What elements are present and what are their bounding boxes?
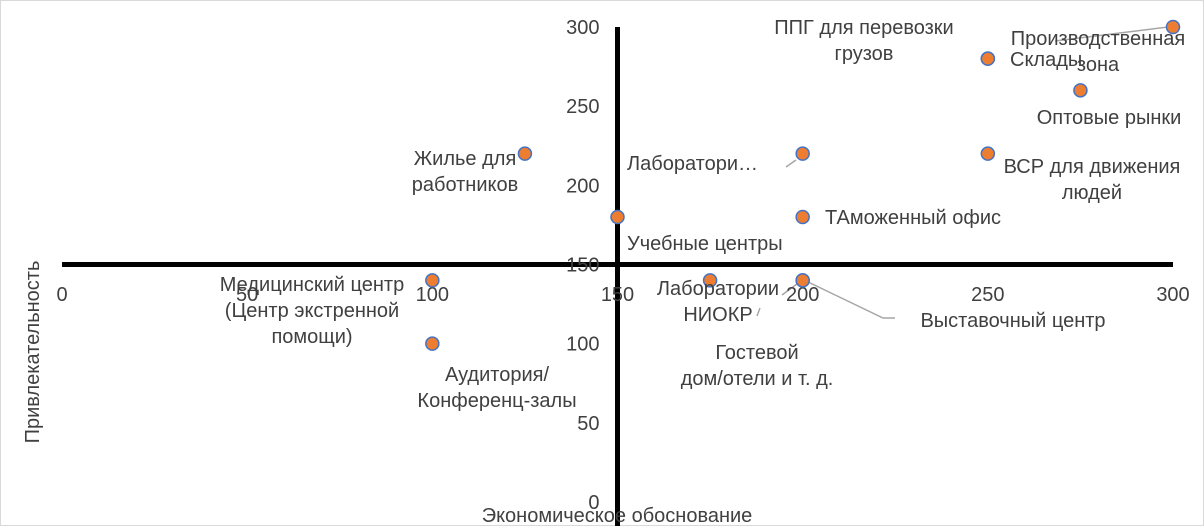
- y-tick-label: 100: [566, 334, 599, 356]
- point-label: Производственная зона: [1011, 28, 1185, 76]
- label-leader-line: [1054, 26, 1169, 42]
- y-axis-title: Привлекательность: [22, 261, 44, 444]
- x-axis-title: Экономическое обоснование: [482, 505, 753, 526]
- data-points: [425, 19, 1181, 351]
- x-tick-label: 50: [236, 284, 258, 306]
- data-point: [980, 146, 996, 161]
- point-label: ППГ для перевозки грузов: [774, 17, 953, 65]
- point-label: ТАможенный офис: [825, 207, 1001, 229]
- x-tick-label: 200: [786, 284, 819, 306]
- tick-labels: 0 50 100 150 200 250 300 0 50 100 150 200 250 300: [56, 17, 1189, 514]
- label-leader-line: [803, 279, 895, 319]
- point-label: ВСР для движения людей: [1004, 156, 1181, 204]
- data-point: [980, 51, 996, 66]
- label-leader-line: [756, 307, 761, 317]
- data-point: [795, 273, 810, 288]
- point-label: Жилье для работников: [412, 148, 518, 196]
- data-point: [1165, 19, 1181, 35]
- y-tick-label: 50: [577, 413, 599, 435]
- point-label: Лаборатори…: [627, 153, 758, 175]
- y-tick-label: 250: [566, 96, 599, 118]
- point-label: Учебные центры: [627, 233, 783, 255]
- x-tick-label: 150: [601, 284, 634, 306]
- point-label: Аудитория/Конференц-залы: [417, 364, 576, 412]
- y-tick-label: 200: [566, 175, 599, 197]
- label-leader-line: [785, 159, 797, 168]
- axes: [62, 27, 1173, 526]
- data-point: [425, 273, 440, 288]
- point-label: Оптовые рынки: [1037, 107, 1182, 129]
- x-tick-label: 0: [56, 284, 67, 306]
- point-label: Гостевой дом/отели и т. д.: [681, 342, 834, 390]
- y-tick-label: 0: [588, 492, 599, 514]
- data-point: [795, 209, 810, 225]
- data-point: [425, 336, 440, 351]
- y-tick-label: 150: [566, 255, 599, 277]
- point-label: Склады: [1010, 49, 1082, 71]
- y-tick-label: 300: [566, 17, 599, 39]
- data-point: [795, 146, 810, 161]
- data-point: [610, 209, 625, 225]
- x-tick-label: 250: [971, 284, 1004, 306]
- point-label: Выставочный центр: [920, 310, 1105, 332]
- data-point: [1073, 83, 1088, 98]
- x-tick-label: 300: [1156, 284, 1189, 306]
- data-point: [702, 273, 718, 288]
- point-label: Лаборатории НИОКР: [657, 278, 779, 326]
- data-point: [517, 146, 533, 161]
- point-label: Медицинский центр (Центр экстренной помощи…: [220, 274, 404, 348]
- x-tick-label: 100: [416, 284, 449, 306]
